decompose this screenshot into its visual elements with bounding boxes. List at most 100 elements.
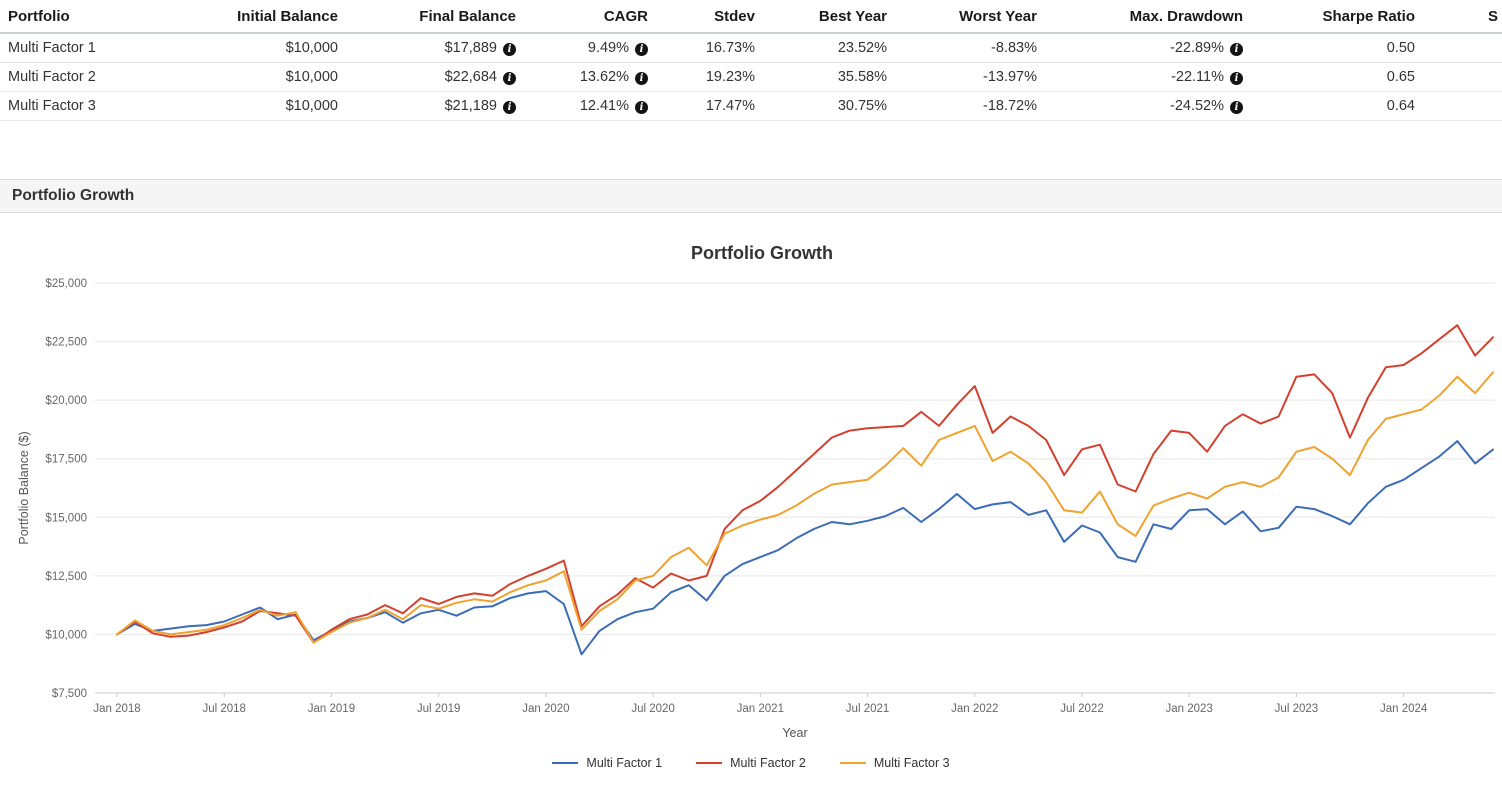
cell-cagr: 12.41% [516, 91, 648, 121]
table-row: Multi Factor 1 $10,000 $17,889 9.49% 16.… [0, 33, 1502, 63]
section-title: Portfolio Growth [12, 187, 135, 204]
series-line-multi-factor-3[interactable] [116, 371, 1494, 644]
cell-worst-year: -13.97% [887, 62, 1037, 92]
chart-title: Portfolio Growth [691, 243, 833, 263]
table-row: Multi Factor 2 $10,000 $22,684 13.62% 19… [0, 62, 1502, 92]
cell-best-year: 35.58% [755, 62, 887, 92]
cell-stdev: 17.47% [648, 91, 755, 121]
page: Portfolio Initial Balance Final Balance … [0, 0, 1502, 770]
x-tick-label: Jul 2022 [1060, 703, 1103, 715]
legend-line-icon [696, 762, 723, 764]
cell-sortino-truncated [1415, 33, 1502, 63]
x-tick-label: Jul 2020 [631, 703, 674, 715]
info-icon[interactable] [503, 101, 516, 114]
column-header-sortino-truncated: S [1415, 0, 1502, 34]
legend-item-multi-factor-3[interactable]: Multi Factor 3 [839, 756, 950, 770]
y-tick-label: $20,000 [45, 395, 87, 407]
cell-max-drawdown: -22.11% [1037, 62, 1243, 92]
legend-line-icon [839, 762, 866, 764]
cell-stdev: 16.73% [648, 33, 755, 63]
section-header-portfolio-growth: Portfolio Growth [0, 179, 1502, 213]
cell-best-year: 30.75% [755, 91, 887, 121]
cell-final-balance: $22,684 [338, 62, 516, 92]
portfolio-growth-chart: $7,500 $10,000 $12,500 $15,000 $17,500 $20,00… [17, 243, 1495, 740]
x-tick-label: Jul 2018 [202, 703, 245, 715]
legend-label: Multi Factor 3 [873, 756, 950, 770]
cell-max-drawdown: -24.52% [1037, 91, 1243, 121]
portfolio-name: Multi Factor 3 [8, 98, 96, 114]
x-tick-label: Jan 2021 [737, 703, 784, 715]
chart-legend: Multi Factor 1 Multi Factor 2 Multi Fact… [0, 756, 1502, 770]
cell-portfolio: Multi Factor 2 [0, 62, 218, 92]
cell-portfolio: Multi Factor 1 [0, 33, 218, 63]
cell-worst-year: -8.83% [887, 33, 1037, 63]
legend-line-icon [552, 762, 579, 764]
chart-area: $7,500 $10,000 $12,500 $15,000 $17,500 $20,00… [0, 213, 1502, 770]
y-tick-label: $22,500 [45, 337, 87, 349]
x-tick-label: Jan 2024 [1380, 703, 1428, 715]
summary-table-header-row: Portfolio Initial Balance Final Balance … [0, 0, 1502, 34]
x-tick-label: Jan 2022 [951, 703, 998, 715]
column-header-best-year: Best Year [755, 0, 887, 34]
portfolio-name: Multi Factor 2 [8, 69, 96, 85]
y-tick-label: $25,000 [45, 278, 87, 290]
info-icon[interactable] [503, 43, 516, 56]
cell-sharpe-ratio: 0.50 [1243, 33, 1415, 63]
cell-cagr: 13.62% [516, 62, 648, 92]
column-header-cagr: CAGR [516, 0, 648, 34]
x-tick-label: Jul 2019 [417, 703, 460, 715]
info-icon[interactable] [635, 72, 648, 85]
x-tick-label: Jul 2021 [846, 703, 889, 715]
summary-table-wrap: Portfolio Initial Balance Final Balance … [0, 0, 1502, 121]
cell-sharpe-ratio: 0.65 [1243, 62, 1415, 92]
cell-initial-balance: $10,000 [218, 91, 338, 121]
y-tick-label: $15,000 [45, 512, 87, 524]
cell-final-balance: $21,189 [338, 91, 516, 121]
legend-item-multi-factor-2[interactable]: Multi Factor 2 [696, 756, 806, 770]
legend-label: Multi Factor 1 [586, 756, 663, 770]
column-header-portfolio: Portfolio [0, 0, 218, 34]
legend-label: Multi Factor 2 [730, 756, 806, 770]
y-tick-label: $7,500 [52, 688, 87, 700]
column-header-max-drawdown: Max. Drawdown [1037, 0, 1243, 34]
y-axis-title: Portfolio Balance ($) [17, 431, 31, 544]
x-tick-label: Jan 2018 [93, 703, 140, 715]
cell-initial-balance: $10,000 [218, 62, 338, 92]
table-row: Multi Factor 3 $10,000 $21,189 12.41% 17… [0, 91, 1502, 121]
cell-initial-balance: $10,000 [218, 33, 338, 63]
column-header-stdev: Stdev [648, 0, 755, 34]
x-tick-label: Jan 2020 [522, 703, 569, 715]
portfolio-name: Multi Factor 1 [8, 40, 96, 56]
column-header-final-balance: Final Balance [338, 0, 516, 34]
y-tick-label: $12,500 [45, 571, 87, 583]
info-icon[interactable] [1230, 43, 1243, 56]
cell-cagr: 9.49% [516, 33, 648, 63]
info-icon[interactable] [503, 72, 516, 85]
x-tick-label: Jan 2019 [308, 703, 355, 715]
cell-worst-year: -18.72% [887, 91, 1037, 121]
info-icon[interactable] [635, 101, 648, 114]
y-tick-label: $10,000 [45, 629, 87, 641]
cell-sortino-truncated [1415, 91, 1502, 121]
x-tick-label: Jan 2023 [1166, 703, 1213, 715]
series-line-multi-factor-2[interactable] [116, 324, 1494, 644]
summary-table: Portfolio Initial Balance Final Balance … [0, 0, 1502, 121]
cell-max-drawdown: -22.89% [1037, 33, 1243, 63]
cell-portfolio: Multi Factor 3 [0, 91, 218, 121]
cell-stdev: 19.23% [648, 62, 755, 92]
y-tick-label: $17,500 [45, 454, 87, 466]
info-icon[interactable] [635, 43, 648, 56]
cell-sortino-truncated [1415, 62, 1502, 92]
legend-item-multi-factor-1[interactable]: Multi Factor 1 [552, 756, 662, 770]
series-line-multi-factor-1[interactable] [116, 440, 1494, 656]
info-icon[interactable] [1230, 101, 1243, 114]
column-header-worst-year: Worst Year [887, 0, 1037, 34]
cell-sharpe-ratio: 0.64 [1243, 91, 1415, 121]
x-axis-title: Year [782, 726, 807, 740]
cell-final-balance: $17,889 [338, 33, 516, 63]
x-tick-label: Jul 2023 [1275, 703, 1318, 715]
column-header-sharpe-ratio: Sharpe Ratio [1243, 0, 1415, 34]
cell-best-year: 23.52% [755, 33, 887, 63]
column-header-initial-balance: Initial Balance [218, 0, 338, 34]
info-icon[interactable] [1230, 72, 1243, 85]
